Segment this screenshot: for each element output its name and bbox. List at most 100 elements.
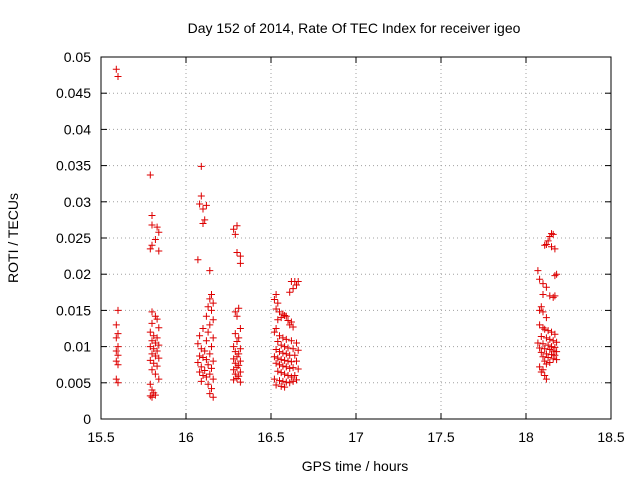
data-point bbox=[276, 348, 283, 356]
data-point bbox=[201, 366, 209, 374]
data-point bbox=[146, 392, 154, 400]
data-point bbox=[153, 315, 161, 323]
data-point bbox=[236, 325, 244, 332]
data-point bbox=[199, 220, 207, 228]
data-point bbox=[274, 338, 282, 346]
data-point bbox=[536, 306, 544, 314]
plot-frame bbox=[100, 56, 612, 420]
data-point bbox=[208, 290, 215, 298]
data-point bbox=[284, 317, 292, 325]
y-tick-label: 0.02 bbox=[64, 266, 91, 282]
data-point bbox=[277, 382, 285, 390]
data-points bbox=[112, 65, 561, 401]
data-point bbox=[544, 237, 552, 245]
data-point bbox=[236, 252, 244, 260]
data-point bbox=[194, 359, 202, 367]
data-point bbox=[209, 393, 217, 401]
data-point bbox=[541, 357, 549, 365]
data-point bbox=[236, 259, 244, 267]
y-tick-label: 0.035 bbox=[56, 158, 91, 174]
data-point bbox=[284, 372, 292, 380]
data-point bbox=[284, 344, 292, 352]
data-point bbox=[277, 356, 285, 364]
data-point bbox=[553, 356, 561, 364]
data-point bbox=[281, 356, 289, 364]
data-point bbox=[542, 314, 550, 322]
data-point bbox=[293, 376, 300, 384]
data-point bbox=[155, 324, 163, 332]
data-point bbox=[201, 216, 209, 224]
data-point bbox=[148, 386, 156, 394]
data-point bbox=[235, 304, 243, 312]
data-point bbox=[553, 338, 561, 346]
data-point bbox=[539, 324, 547, 332]
data-point bbox=[289, 364, 297, 372]
data-point bbox=[112, 65, 120, 73]
data-point bbox=[551, 272, 559, 280]
x-tick-label: 15.5 bbox=[87, 429, 114, 445]
data-point bbox=[270, 328, 278, 336]
data-point bbox=[209, 299, 217, 307]
data-point bbox=[272, 325, 280, 332]
data-point bbox=[274, 316, 282, 324]
data-point bbox=[293, 281, 300, 289]
data-point bbox=[551, 330, 559, 338]
data-point bbox=[537, 348, 545, 356]
data-point bbox=[196, 200, 204, 208]
data-point bbox=[206, 350, 214, 358]
data-point bbox=[279, 362, 287, 370]
data-point bbox=[293, 339, 300, 347]
data-point bbox=[548, 351, 555, 359]
data-point bbox=[287, 373, 295, 381]
data-point bbox=[148, 366, 156, 374]
data-point bbox=[279, 349, 287, 357]
data-point bbox=[199, 372, 207, 380]
data-point bbox=[236, 357, 244, 365]
data-point bbox=[209, 316, 217, 324]
data-point bbox=[272, 305, 280, 313]
data-point bbox=[542, 241, 550, 249]
data-point bbox=[551, 292, 559, 300]
data-point bbox=[551, 245, 559, 253]
data-point bbox=[553, 348, 561, 356]
y-tick-label: 0.015 bbox=[56, 302, 91, 318]
data-point bbox=[276, 361, 283, 369]
data-point bbox=[202, 373, 210, 381]
data-point bbox=[537, 368, 545, 376]
data-point bbox=[536, 363, 544, 371]
data-point bbox=[230, 376, 238, 384]
data-point bbox=[206, 267, 214, 275]
data-point bbox=[233, 248, 241, 256]
data-point bbox=[112, 347, 120, 355]
data-point bbox=[551, 351, 559, 359]
data-point bbox=[274, 299, 282, 307]
data-point bbox=[155, 375, 163, 383]
data-point bbox=[236, 345, 244, 353]
data-point bbox=[539, 308, 547, 316]
data-point bbox=[199, 325, 207, 332]
data-point bbox=[539, 290, 547, 298]
data-point bbox=[286, 379, 294, 387]
data-point bbox=[146, 245, 154, 253]
data-point bbox=[548, 343, 555, 351]
data-point bbox=[282, 312, 290, 320]
data-point bbox=[206, 295, 214, 303]
data-point bbox=[196, 352, 204, 360]
data-point bbox=[114, 379, 122, 387]
data-point bbox=[274, 354, 282, 362]
y-tick-label: 0.005 bbox=[56, 375, 91, 391]
x-axis-label: GPS time / hours bbox=[302, 458, 409, 474]
data-point bbox=[151, 391, 159, 399]
y-tick-label: 0.05 bbox=[64, 49, 91, 65]
data-point bbox=[293, 357, 300, 365]
data-point bbox=[541, 241, 549, 249]
data-point bbox=[276, 377, 283, 385]
data-point bbox=[287, 337, 295, 345]
data-point bbox=[544, 341, 552, 349]
data-point bbox=[537, 303, 545, 311]
data-point bbox=[282, 378, 290, 386]
data-point bbox=[233, 374, 241, 382]
y-tick-label: 0 bbox=[83, 411, 91, 427]
data-point bbox=[206, 390, 214, 398]
data-point bbox=[233, 312, 241, 320]
